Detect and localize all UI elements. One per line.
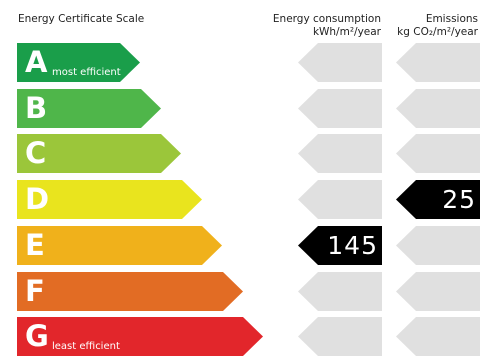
- emissions-indicator: [396, 134, 480, 173]
- emissions-header-line1: Emissions: [425, 13, 478, 25]
- emissions-value: 25: [442, 185, 476, 214]
- rating-letter: D: [25, 182, 50, 216]
- energy-indicator-shape: [298, 43, 382, 82]
- energy-header-line1: Energy consumption: [272, 13, 381, 25]
- emissions-indicator-shape: [396, 180, 480, 219]
- emissions-indicator-shape: [396, 134, 480, 173]
- emissions-indicator-shape: [396, 89, 480, 128]
- rating-bar-shape: [17, 226, 222, 265]
- rating-letter: F: [25, 274, 45, 308]
- energy-indicator: 145: [298, 226, 382, 265]
- rating-bar-shape: [17, 180, 202, 219]
- energy-header-unit: kWh/m²/year: [312, 26, 381, 38]
- emissions-column-header: Emissions kg CO₂/m²/year: [386, 13, 478, 39]
- rating-letter: A: [25, 45, 48, 79]
- scale-title: Energy Certificate Scale: [18, 13, 145, 25]
- emissions-indicator: [396, 89, 480, 128]
- rating-letter: B: [25, 91, 48, 125]
- energy-value: 145: [327, 231, 378, 260]
- energy-indicator: [298, 89, 382, 128]
- energy-indicator-shape: [298, 226, 382, 265]
- rating-letter: G: [25, 319, 49, 353]
- energy-indicator-shape: [298, 272, 382, 311]
- rating-bar-shape: [17, 134, 181, 173]
- rating-sublabel: most efficient: [52, 67, 121, 78]
- energy-indicator: [298, 43, 382, 82]
- emissions-indicator: [396, 43, 480, 82]
- emissions-indicator-shape: [396, 226, 480, 265]
- emissions-header-unit: kg CO₂/m²/year: [397, 26, 478, 38]
- emissions-indicator-shape: [396, 43, 480, 82]
- energy-indicator: [298, 180, 382, 219]
- energy-indicator: [298, 272, 382, 311]
- emissions-indicator-shape: [396, 317, 480, 356]
- rating-bar-shape: [17, 272, 243, 311]
- rating-bar-b: B: [17, 89, 161, 128]
- rating-letter: E: [25, 228, 45, 262]
- energy-indicator-shape: [298, 134, 382, 173]
- emissions-indicator: 25: [396, 180, 480, 219]
- rating-bar-shape: [17, 317, 263, 356]
- energy-indicator: [298, 134, 382, 173]
- rating-letter: C: [25, 136, 47, 170]
- rating-bar-e: E: [17, 226, 222, 265]
- emissions-indicator: [396, 272, 480, 311]
- rating-sublabel: least efficient: [52, 341, 120, 352]
- rating-bar-f: F: [17, 272, 243, 311]
- rating-bar-c: C: [17, 134, 181, 173]
- rating-bar-shape: [17, 89, 161, 128]
- emissions-indicator: [396, 226, 480, 265]
- emissions-indicator-shape: [396, 272, 480, 311]
- emissions-indicator: [396, 317, 480, 356]
- rating-bar-d: D: [17, 180, 202, 219]
- rating-bar-shape: [17, 43, 140, 82]
- energy-column-header: Energy consumption kWh/m²/year: [250, 13, 381, 39]
- energy-indicator-shape: [298, 89, 382, 128]
- energy-indicator-shape: [298, 317, 382, 356]
- energy-indicator: [298, 317, 382, 356]
- energy-indicator-shape: [298, 180, 382, 219]
